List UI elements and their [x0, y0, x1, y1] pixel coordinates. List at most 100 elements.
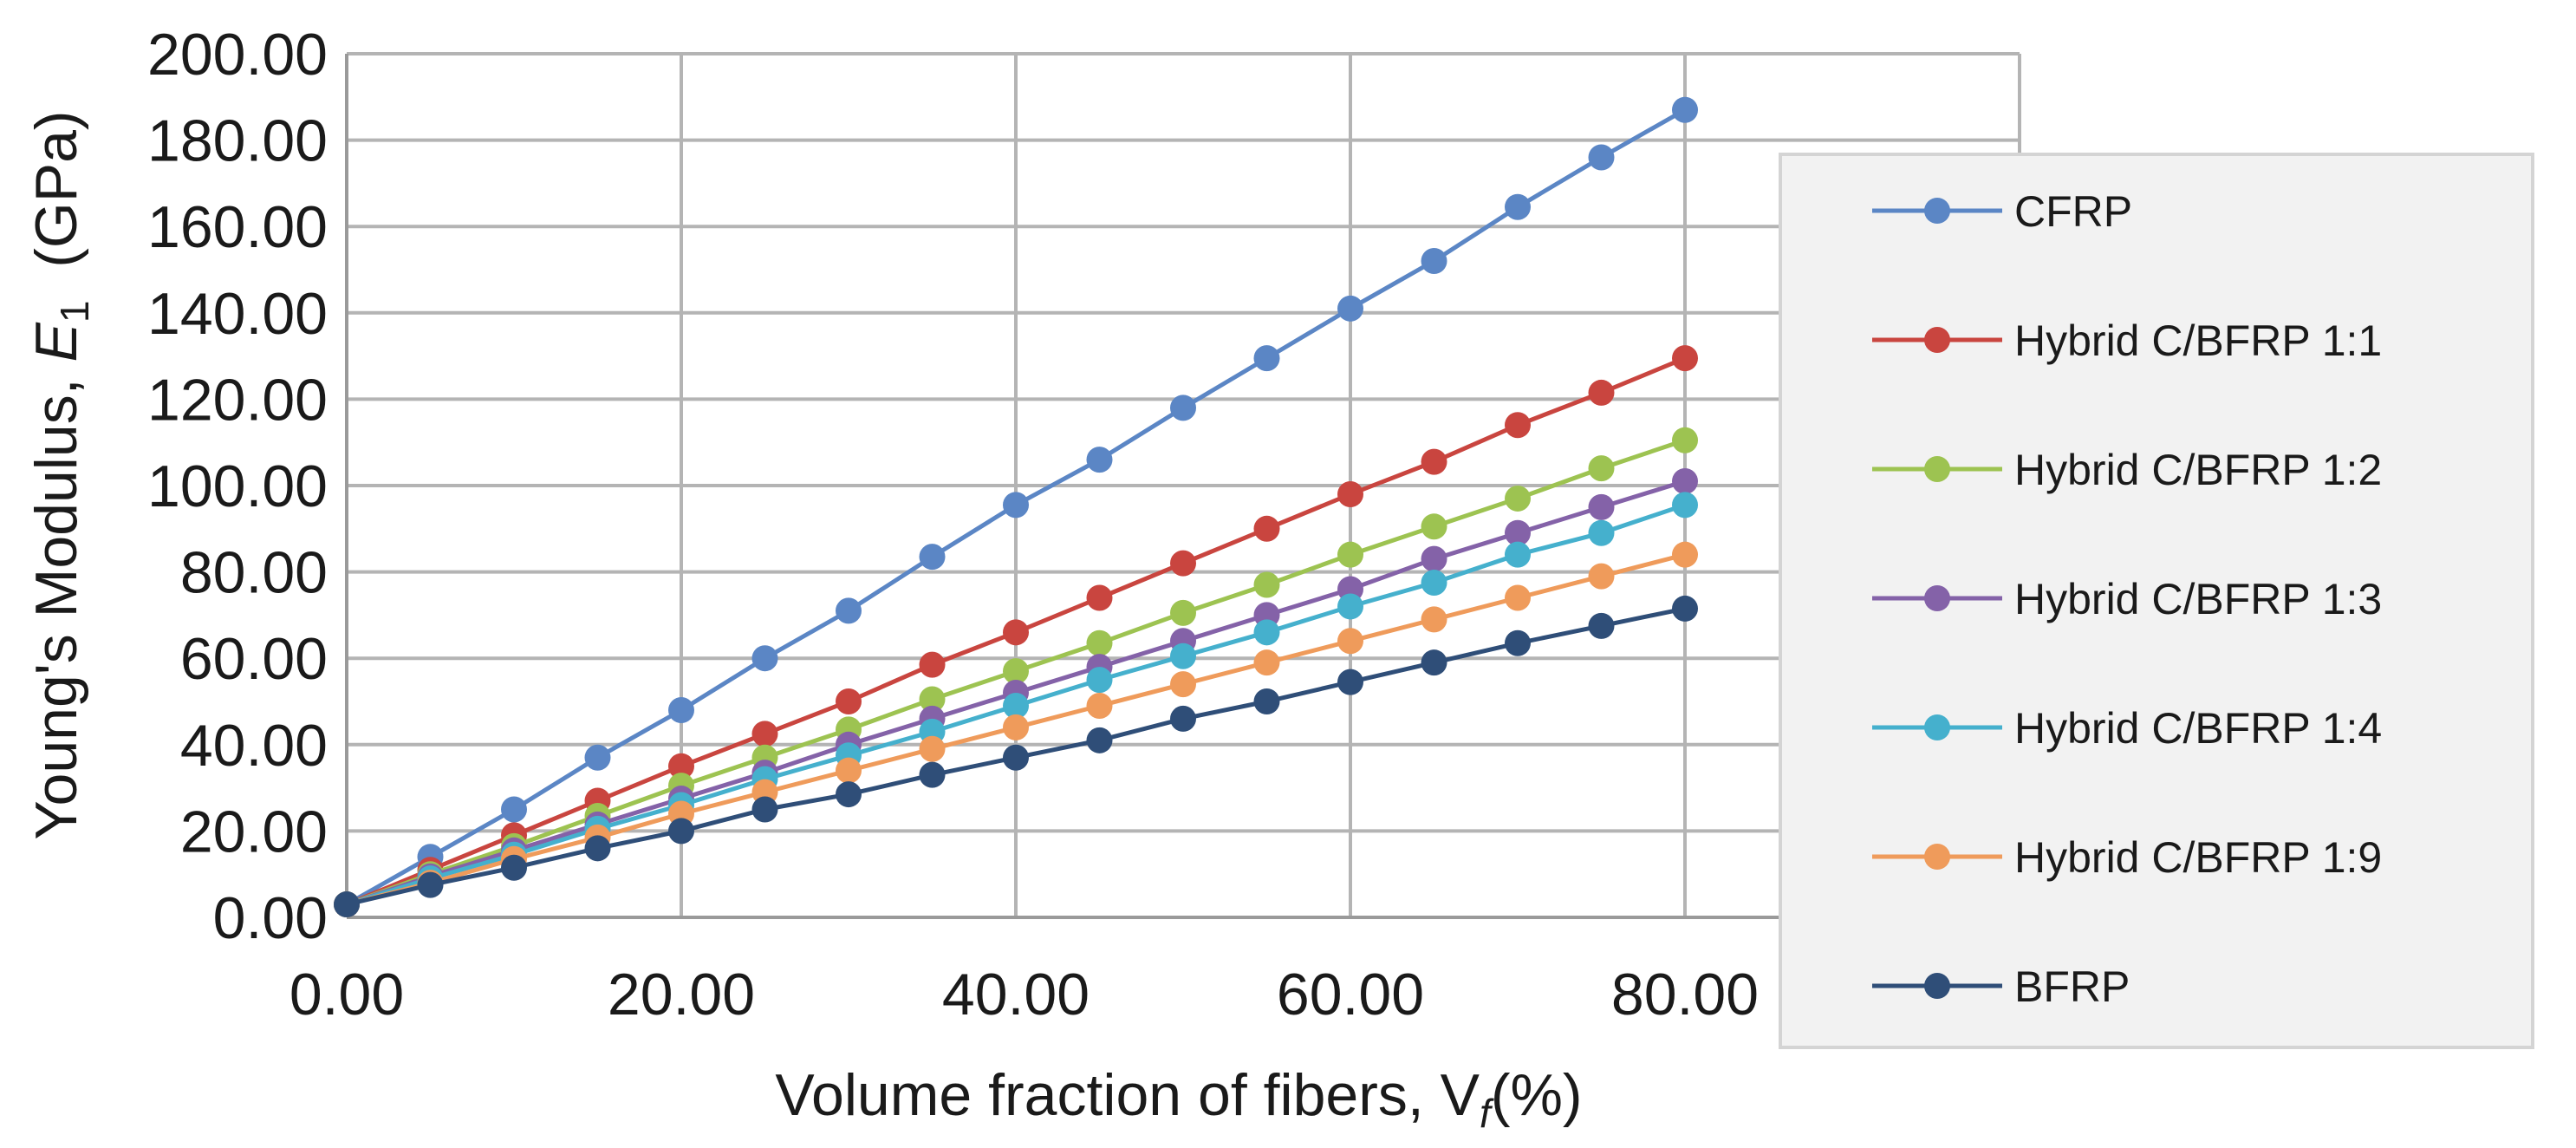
data-point [1588, 612, 1615, 639]
legend-item: CFRP [1872, 187, 2132, 236]
data-point [1505, 193, 1531, 220]
legend-label: Hybrid C/BFRP 1:3 [2014, 575, 2382, 623]
legend-item: Hybrid C/BFRP 1:2 [1872, 446, 2382, 494]
data-point [919, 544, 946, 571]
data-point [584, 744, 611, 771]
data-point [1421, 513, 1447, 540]
x-tick-label: 60.00 [1277, 962, 1424, 1027]
x-tick-label: 80.00 [1611, 962, 1759, 1027]
series-bfrp [334, 595, 1698, 918]
legend-label: Hybrid C/BFRP 1:9 [2014, 833, 2382, 882]
legend-marker [1924, 844, 1950, 870]
data-point [1672, 595, 1698, 622]
data-point [668, 818, 694, 845]
data-point [1253, 649, 1280, 676]
legend-item: Hybrid C/BFRP 1:1 [1872, 316, 2382, 365]
data-point [1003, 492, 1029, 519]
data-point [1253, 688, 1280, 714]
legend-label: BFRP [2014, 962, 2130, 1011]
data-point [1170, 395, 1196, 421]
legend-marker [1924, 714, 1950, 740]
series-lines [334, 96, 1698, 918]
data-point [1672, 345, 1698, 372]
data-point [1253, 345, 1280, 372]
legend-item: Hybrid C/BFRP 1:4 [1872, 704, 2382, 753]
y-tick-label: 40.00 [180, 713, 328, 779]
data-point [1337, 669, 1363, 695]
data-point [836, 597, 862, 624]
data-point [668, 696, 694, 723]
data-point [417, 871, 444, 898]
data-point [919, 735, 946, 762]
axes [345, 54, 2020, 919]
data-point [1505, 629, 1531, 656]
data-point [919, 761, 946, 788]
y-tick-label: 160.00 [147, 194, 328, 260]
y-tick-label: 120.00 [147, 367, 328, 433]
data-point [1170, 550, 1196, 577]
legend-items: CFRP Hybrid C/BFRP 1:1 Hybrid C/BFRP 1:2 Hy… [1872, 187, 2382, 1011]
data-point [751, 796, 778, 823]
data-point [1672, 468, 1698, 495]
data-point [1337, 541, 1363, 568]
data-point [1170, 705, 1196, 732]
y-tick-labels: 0.00 20.00 40.00 60.00 80.00 100.00 120.00 140.… [147, 22, 328, 951]
data-point [1505, 584, 1531, 611]
data-point [1003, 692, 1029, 719]
y-tick-label: 180.00 [147, 108, 328, 174]
data-point [751, 721, 778, 747]
x-tick-label: 20.00 [608, 962, 755, 1027]
x-tick-label: 40.00 [942, 962, 1090, 1027]
legend-label: Hybrid C/BFRP 1:1 [2014, 316, 2382, 365]
data-point [584, 835, 611, 862]
legend-label: CFRP [2014, 187, 2132, 236]
data-point [1588, 144, 1615, 171]
data-point [1337, 593, 1363, 620]
y-axis-title: Young's Modulus, E1 (GPa) [23, 110, 97, 839]
y-tick-label: 140.00 [147, 281, 328, 347]
data-point [836, 781, 862, 808]
y-tick-label: 60.00 [180, 626, 328, 692]
data-point [668, 753, 694, 779]
data-point [1003, 714, 1029, 740]
data-point [1588, 493, 1615, 520]
legend-label: Hybrid C/BFRP 1:2 [2014, 446, 2382, 494]
data-point [1588, 379, 1615, 406]
data-point [1505, 412, 1531, 439]
legend-label: Hybrid C/BFRP 1:4 [2014, 704, 2382, 753]
legend: CFRP Hybrid C/BFRP 1:1 Hybrid C/BFRP 1:2 Hy… [1779, 153, 2534, 1049]
data-point [1170, 599, 1196, 626]
legend-item: Hybrid C/BFRP 1:9 [1872, 833, 2382, 882]
legend-box [1779, 153, 2534, 1049]
data-point [751, 645, 778, 672]
y-tick-label: 80.00 [180, 540, 328, 606]
legend-marker [1924, 973, 1950, 999]
legend-marker [1924, 327, 1950, 353]
data-point [1421, 570, 1447, 597]
data-point [1672, 96, 1698, 123]
data-point [836, 757, 862, 784]
data-point [919, 686, 946, 713]
data-point [1672, 427, 1698, 453]
legend-item: BFRP [1872, 962, 2130, 1011]
legend-marker [1924, 198, 1950, 224]
data-point [1421, 649, 1447, 676]
data-point [1588, 519, 1615, 546]
data-point [1086, 584, 1113, 611]
data-point [1505, 519, 1531, 546]
data-point [501, 854, 527, 881]
y-tick-label: 0.00 [213, 885, 328, 951]
data-point [1253, 515, 1280, 542]
data-point [1421, 448, 1447, 475]
data-point [501, 796, 527, 823]
legend-marker [1924, 456, 1950, 482]
data-point [1253, 619, 1280, 646]
data-point [1421, 545, 1447, 572]
x-tick-label: 0.00 [289, 962, 404, 1027]
data-point [1588, 563, 1615, 590]
data-point [1086, 447, 1113, 473]
data-point [1337, 480, 1363, 507]
data-point [1086, 727, 1113, 753]
data-point [1505, 541, 1531, 568]
